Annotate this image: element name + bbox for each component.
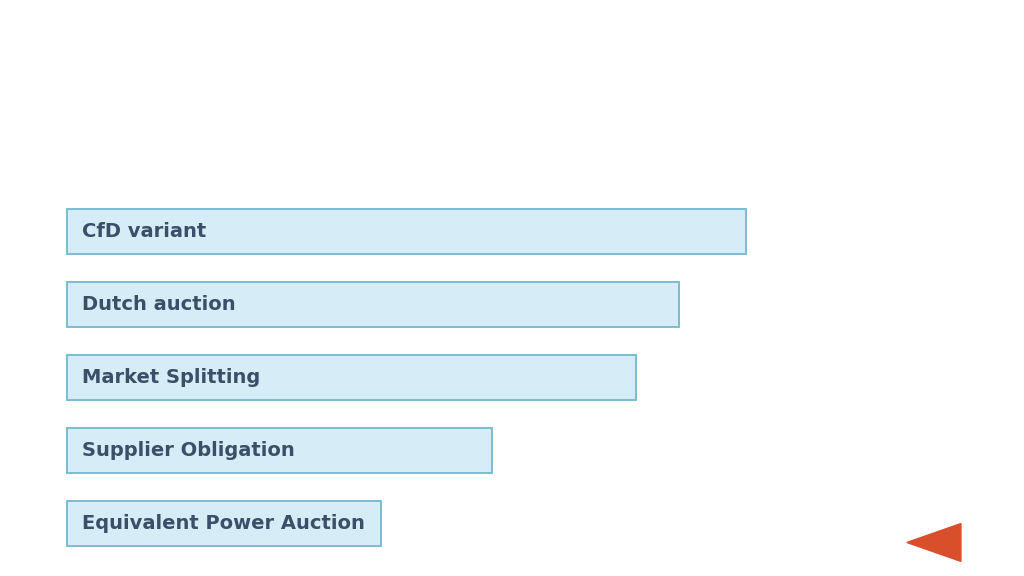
Bar	[67, 355, 636, 400]
Text: Which of the options would you rank highest in: Which of the options would you rank high…	[51, 41, 942, 74]
Bar	[67, 209, 746, 255]
Text: CfD variant: CfD variant	[82, 222, 206, 241]
Text: Supplier Obligation: Supplier Obligation	[82, 441, 295, 460]
Text: Dutch auction: Dutch auction	[82, 295, 236, 314]
Text: Equivalent Power Auction: Equivalent Power Auction	[82, 514, 365, 533]
Bar	[67, 501, 381, 547]
Text: terms of ensuring low-carbon investment?: terms of ensuring low-carbon investment?	[51, 116, 850, 149]
Polygon shape	[907, 524, 961, 562]
Bar	[67, 428, 492, 473]
Text: Market Splitting: Market Splitting	[82, 368, 260, 387]
Bar	[67, 282, 679, 327]
